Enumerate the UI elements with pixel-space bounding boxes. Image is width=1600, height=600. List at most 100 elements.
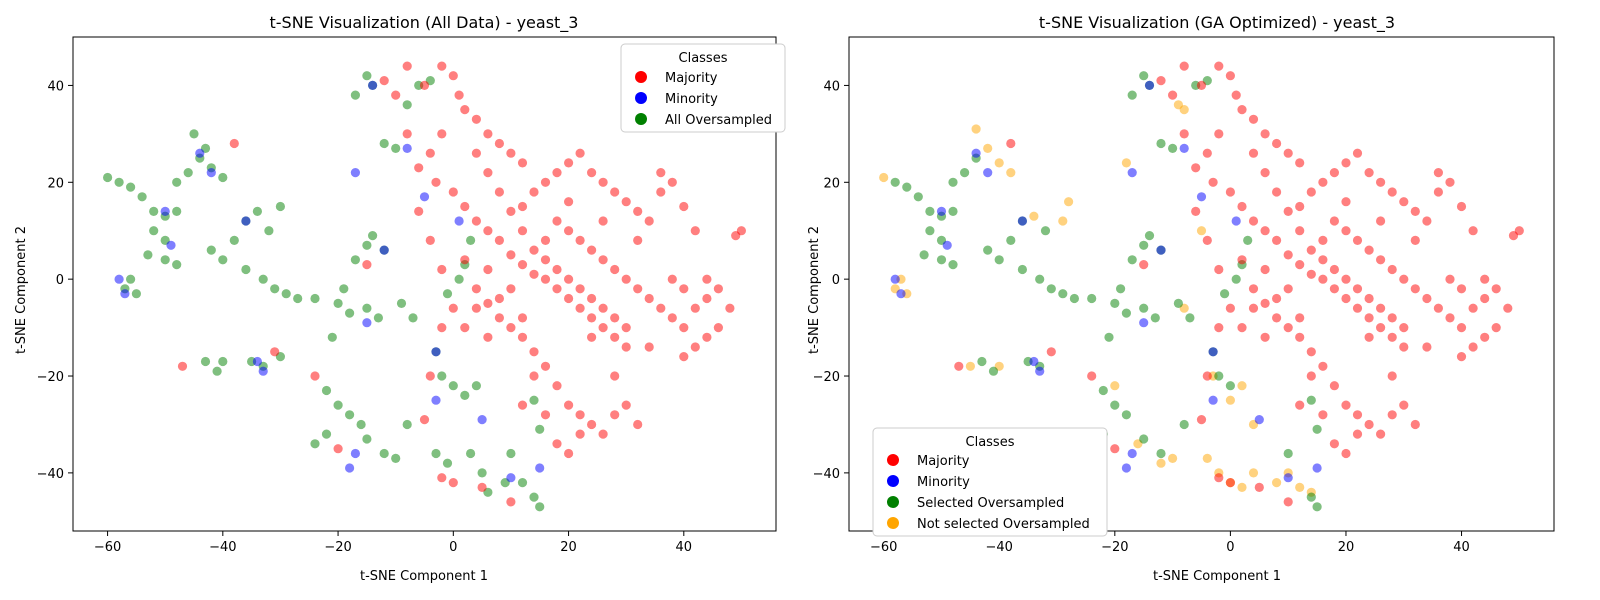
data-point (402, 143, 412, 153)
axes-frame (72, 36, 777, 532)
data-point (460, 323, 470, 333)
data-point (1272, 187, 1282, 197)
data-point (621, 197, 631, 207)
data-point (1306, 371, 1316, 381)
data-point (1121, 158, 1131, 168)
chart-panel-ga-optimized: t-SNE Visualization (GA Optimized) - yea… (807, 13, 1555, 584)
data-point (258, 366, 268, 376)
data-point (483, 129, 493, 139)
data-point (621, 400, 631, 410)
data-point (621, 342, 631, 352)
data-point (1318, 255, 1328, 265)
data-point (477, 415, 487, 425)
data-point (114, 274, 124, 284)
y-axis-label: t-SNE Component 2 (14, 226, 29, 354)
data-point (437, 371, 447, 381)
data-point (218, 255, 228, 265)
data-point (1283, 448, 1293, 459)
data-point (1098, 385, 1108, 396)
data-point (120, 289, 130, 299)
data-point (339, 284, 349, 294)
data-point (160, 255, 170, 265)
data-point (1208, 177, 1218, 187)
data-point (1352, 235, 1363, 245)
data-point (471, 114, 481, 124)
data-point (448, 381, 458, 391)
data-point (529, 371, 539, 381)
x-tick-label: −20 (324, 540, 351, 555)
data-point (126, 182, 136, 192)
data-point (1156, 458, 1166, 468)
data-point (1422, 342, 1432, 352)
data-point (1260, 298, 1270, 308)
data-point (200, 356, 211, 367)
data-point (713, 323, 724, 333)
data-point (1295, 201, 1305, 212)
data-point (425, 371, 435, 381)
data-point (1399, 342, 1409, 352)
data-point (1283, 323, 1293, 333)
data-point (1029, 211, 1039, 221)
data-point (564, 158, 574, 168)
data-point (575, 148, 585, 158)
data-point (936, 255, 947, 265)
data-point (1017, 264, 1027, 275)
data-point (1179, 105, 1189, 115)
data-point (1237, 482, 1247, 492)
data-point (1202, 235, 1212, 245)
y-tick-label: −40 (37, 467, 64, 482)
data-point (1087, 371, 1097, 381)
data-point (552, 216, 562, 226)
data-point (333, 400, 343, 410)
data-point (552, 264, 562, 275)
data-point (1480, 274, 1490, 284)
data-point (448, 303, 458, 313)
data-point (350, 448, 360, 459)
x-tick-label: −60 (870, 540, 897, 555)
data-point (373, 313, 383, 323)
data-point (965, 361, 976, 371)
data-point (1295, 313, 1305, 323)
y-tick-label: −40 (813, 467, 840, 482)
data-point (1191, 163, 1201, 173)
data-point (1508, 231, 1519, 241)
data-point (575, 235, 585, 245)
data-point (1433, 187, 1443, 197)
data-point (1260, 129, 1270, 139)
data-point (540, 235, 551, 245)
data-point (414, 206, 424, 216)
data-point (552, 381, 562, 391)
data-point (535, 502, 545, 512)
data-point (483, 332, 493, 342)
data-point (1376, 303, 1386, 313)
data-point (1376, 255, 1386, 265)
data-point (379, 138, 389, 149)
chart-title: t-SNE Visualization (GA Optimized) - yea… (1039, 13, 1395, 33)
legend-box (872, 427, 1108, 537)
data-point (1410, 419, 1420, 430)
data-point (1422, 216, 1432, 226)
data-point (564, 400, 574, 410)
data-point (1480, 293, 1490, 304)
data-point (437, 473, 447, 483)
legend: Classes Majority Minority Selected Overs… (872, 427, 1108, 537)
data-point (166, 240, 176, 250)
data-point (1202, 453, 1212, 463)
data-point (529, 492, 539, 502)
data-point (1399, 274, 1409, 284)
data-point (1196, 80, 1207, 90)
data-point (1248, 468, 1259, 478)
data-point (1127, 448, 1137, 459)
data-point (172, 260, 182, 270)
data-point (540, 274, 551, 284)
data-point (1110, 444, 1120, 454)
chart-title: t-SNE Visualization (All Data) - yeast_3 (270, 13, 579, 33)
data-point (321, 385, 332, 396)
data-point (656, 168, 666, 178)
data-point (1225, 303, 1235, 313)
data-point (977, 356, 987, 367)
data-point (437, 323, 447, 333)
data-point (587, 293, 597, 304)
data-point (1035, 366, 1045, 376)
data-point (1029, 356, 1039, 367)
